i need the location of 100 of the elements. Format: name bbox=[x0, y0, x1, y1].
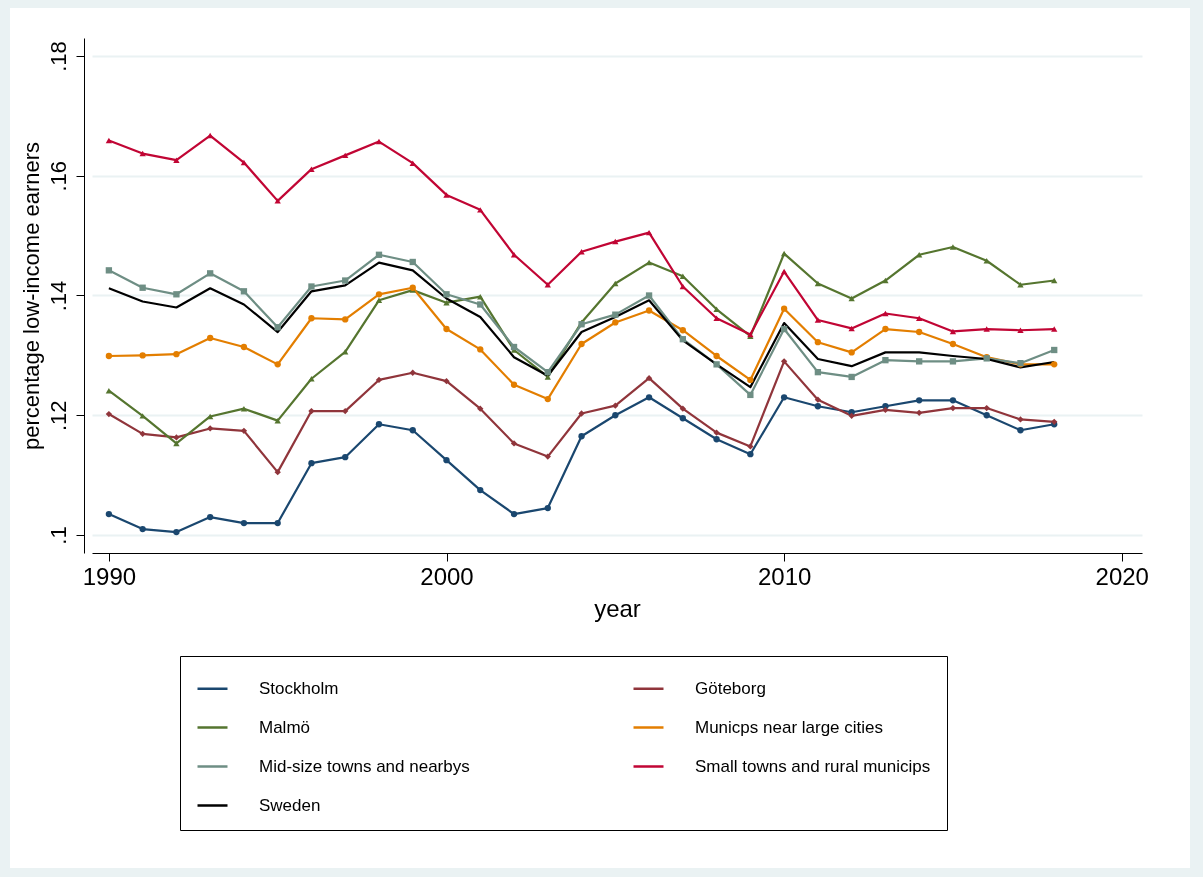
y-tick-label: .16 bbox=[45, 160, 71, 192]
point bbox=[814, 368, 822, 376]
point bbox=[1051, 326, 1058, 332]
point bbox=[443, 192, 450, 198]
point bbox=[544, 368, 551, 376]
point bbox=[375, 376, 383, 384]
point bbox=[342, 349, 349, 355]
point bbox=[173, 440, 180, 447]
point bbox=[916, 315, 923, 321]
legend-label: Sweden bbox=[259, 795, 321, 815]
point bbox=[578, 433, 585, 440]
point bbox=[814, 403, 822, 410]
point bbox=[747, 391, 754, 399]
point bbox=[173, 528, 180, 536]
point bbox=[510, 510, 518, 518]
point bbox=[510, 343, 518, 351]
point bbox=[477, 346, 484, 353]
point bbox=[916, 397, 923, 404]
point bbox=[274, 468, 281, 476]
point bbox=[780, 358, 788, 365]
point bbox=[848, 373, 855, 381]
point bbox=[814, 339, 822, 346]
point bbox=[679, 273, 686, 280]
point bbox=[342, 454, 349, 461]
point bbox=[510, 440, 518, 447]
x-axis-title: year bbox=[594, 594, 641, 622]
point bbox=[882, 325, 889, 333]
point bbox=[814, 317, 822, 323]
point bbox=[713, 361, 720, 368]
point bbox=[578, 249, 585, 255]
point bbox=[105, 352, 113, 360]
point bbox=[207, 425, 214, 432]
point bbox=[713, 306, 720, 313]
point bbox=[1017, 427, 1024, 434]
point bbox=[274, 519, 281, 527]
point bbox=[342, 407, 349, 415]
point bbox=[207, 270, 214, 277]
point bbox=[544, 504, 551, 512]
point bbox=[916, 252, 923, 258]
point bbox=[477, 486, 484, 494]
x-tick-label: 2020 bbox=[1095, 562, 1149, 590]
point bbox=[240, 427, 248, 434]
point bbox=[949, 328, 957, 335]
point bbox=[949, 358, 957, 365]
point bbox=[139, 284, 146, 291]
point bbox=[882, 406, 889, 414]
point bbox=[443, 457, 450, 464]
point bbox=[240, 288, 248, 295]
point bbox=[780, 394, 788, 401]
point bbox=[1051, 346, 1058, 354]
x-tick-label: 1990 bbox=[82, 562, 137, 590]
legend-label: Small towns and rural municips bbox=[695, 756, 931, 776]
point bbox=[882, 277, 889, 284]
point bbox=[780, 305, 788, 312]
point bbox=[882, 357, 889, 364]
point bbox=[409, 160, 416, 166]
point bbox=[443, 377, 450, 385]
point bbox=[477, 207, 484, 213]
point bbox=[105, 510, 113, 518]
point bbox=[645, 307, 653, 314]
point bbox=[747, 376, 754, 384]
y-axis-title: percentage low-income earners bbox=[18, 141, 44, 451]
point bbox=[207, 413, 214, 420]
point bbox=[375, 291, 383, 298]
point bbox=[409, 258, 416, 266]
point bbox=[544, 453, 551, 460]
point bbox=[713, 315, 720, 321]
point bbox=[1017, 327, 1024, 333]
point bbox=[713, 352, 720, 360]
y-tick-label: .1 bbox=[45, 526, 71, 545]
point bbox=[342, 316, 349, 323]
point bbox=[983, 326, 990, 332]
point bbox=[173, 157, 180, 163]
point bbox=[983, 412, 990, 419]
point bbox=[139, 413, 146, 419]
point bbox=[916, 358, 923, 365]
point bbox=[1051, 361, 1058, 368]
point bbox=[207, 513, 214, 521]
point bbox=[612, 319, 619, 326]
point bbox=[342, 152, 349, 159]
point bbox=[848, 325, 855, 332]
point bbox=[578, 340, 585, 348]
point bbox=[240, 519, 248, 527]
point bbox=[342, 277, 349, 284]
point bbox=[916, 328, 923, 336]
point bbox=[645, 292, 653, 299]
point bbox=[612, 311, 619, 318]
point bbox=[207, 132, 214, 139]
point bbox=[645, 374, 653, 382]
point bbox=[848, 295, 855, 302]
point bbox=[983, 404, 990, 412]
point bbox=[308, 460, 315, 467]
point bbox=[747, 451, 754, 458]
point bbox=[510, 381, 518, 388]
point bbox=[139, 352, 146, 359]
point bbox=[848, 349, 855, 356]
point bbox=[780, 268, 788, 275]
point bbox=[105, 267, 113, 274]
point bbox=[173, 351, 180, 358]
point bbox=[375, 421, 383, 428]
